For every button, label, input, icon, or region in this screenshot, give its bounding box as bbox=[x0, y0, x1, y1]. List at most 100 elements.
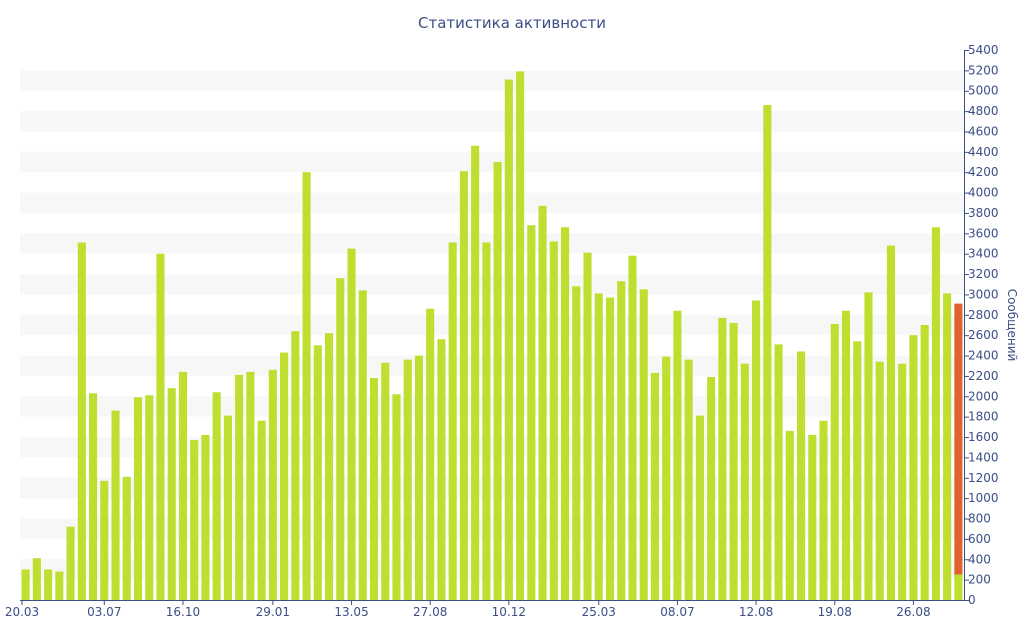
bar[interactable] bbox=[943, 293, 952, 600]
bar[interactable] bbox=[381, 362, 390, 600]
bar[interactable] bbox=[561, 227, 570, 600]
bar[interactable] bbox=[482, 242, 491, 601]
bar[interactable] bbox=[459, 171, 468, 600]
bar[interactable] bbox=[268, 369, 277, 600]
bar[interactable] bbox=[538, 205, 547, 601]
bar[interactable] bbox=[774, 344, 783, 600]
y-tick-label: 800 bbox=[968, 512, 991, 526]
bar[interactable] bbox=[246, 371, 255, 600]
grid-band bbox=[20, 111, 964, 132]
bar[interactable] bbox=[369, 377, 379, 600]
bar[interactable] bbox=[504, 79, 513, 600]
bar[interactable] bbox=[886, 245, 895, 601]
y-tick-label: 3200 bbox=[968, 267, 999, 281]
bar[interactable] bbox=[21, 569, 30, 600]
grid-band bbox=[20, 477, 964, 499]
bar[interactable] bbox=[257, 420, 266, 600]
bar[interactable] bbox=[864, 292, 873, 600]
bar[interactable] bbox=[594, 293, 603, 600]
bar[interactable] bbox=[695, 415, 704, 600]
bar[interactable] bbox=[325, 333, 334, 600]
bar[interactable] bbox=[100, 480, 109, 600]
bar[interactable] bbox=[819, 420, 828, 600]
bar[interactable] bbox=[426, 308, 435, 600]
bar[interactable] bbox=[875, 361, 884, 600]
x-tick-label: 12.08 bbox=[739, 605, 773, 619]
bar[interactable] bbox=[639, 289, 648, 600]
axes bbox=[20, 50, 965, 601]
x-tick-label: 10.12 bbox=[492, 605, 526, 619]
bar[interactable] bbox=[650, 372, 659, 600]
bar[interactable] bbox=[77, 242, 86, 601]
bar[interactable] bbox=[167, 388, 176, 600]
bar[interactable] bbox=[493, 162, 502, 600]
bar[interactable] bbox=[673, 310, 682, 600]
bar[interactable] bbox=[707, 376, 716, 600]
bar[interactable] bbox=[358, 290, 367, 600]
bar[interactable] bbox=[527, 225, 536, 600]
bar[interactable] bbox=[718, 317, 727, 600]
bar[interactable] bbox=[291, 331, 300, 600]
bar[interactable] bbox=[66, 526, 75, 600]
grid-band bbox=[20, 192, 964, 213]
bar[interactable] bbox=[684, 359, 693, 600]
bar[interactable] bbox=[898, 363, 907, 600]
bar[interactable] bbox=[549, 241, 558, 600]
bar[interactable] bbox=[122, 476, 131, 600]
y-tick-label: 1000 bbox=[968, 491, 999, 505]
bar[interactable] bbox=[763, 105, 772, 600]
bar[interactable] bbox=[729, 322, 738, 600]
bar[interactable] bbox=[302, 172, 311, 600]
bar[interactable] bbox=[752, 300, 761, 600]
bar[interactable] bbox=[178, 371, 187, 600]
bar[interactable] bbox=[55, 571, 64, 600]
bar[interactable] bbox=[392, 394, 401, 600]
bar[interactable] bbox=[448, 242, 457, 601]
bar[interactable] bbox=[235, 374, 244, 600]
bar[interactable] bbox=[414, 355, 423, 600]
bar[interactable] bbox=[572, 286, 581, 600]
x-tick-label: 29.01 bbox=[256, 605, 290, 619]
bar[interactable] bbox=[403, 359, 412, 600]
bar[interactable] bbox=[437, 339, 446, 600]
bar[interactable] bbox=[201, 435, 210, 600]
bar[interactable] bbox=[133, 397, 143, 600]
bar[interactable] bbox=[156, 253, 165, 600]
bar[interactable] bbox=[111, 410, 120, 600]
bar[interactable] bbox=[785, 430, 794, 600]
bar[interactable] bbox=[830, 323, 839, 600]
y-tick-label: 3400 bbox=[968, 247, 999, 261]
bar[interactable] bbox=[628, 255, 637, 601]
bar[interactable] bbox=[954, 574, 963, 600]
bar[interactable] bbox=[740, 363, 749, 600]
bar[interactable] bbox=[212, 392, 221, 600]
grid-band bbox=[20, 559, 964, 580]
bar[interactable] bbox=[931, 227, 940, 600]
bar[interactable] bbox=[89, 393, 98, 600]
y-tick-label: 5200 bbox=[968, 63, 999, 77]
y-tick-label: 2200 bbox=[968, 369, 999, 383]
bar[interactable] bbox=[841, 310, 851, 600]
bar[interactable] bbox=[313, 345, 322, 600]
bar[interactable] bbox=[920, 325, 929, 600]
bar[interactable] bbox=[471, 145, 480, 601]
bar[interactable] bbox=[145, 395, 154, 600]
bar[interactable] bbox=[190, 440, 199, 600]
bar[interactable] bbox=[336, 278, 345, 600]
bar[interactable] bbox=[583, 252, 592, 600]
bar[interactable] bbox=[605, 297, 615, 601]
bar[interactable] bbox=[662, 356, 671, 600]
bar-projected[interactable] bbox=[954, 303, 963, 575]
bar[interactable] bbox=[44, 569, 53, 600]
bar[interactable] bbox=[808, 435, 817, 600]
bar[interactable] bbox=[280, 352, 289, 601]
bar[interactable] bbox=[347, 248, 356, 600]
bar[interactable] bbox=[516, 71, 525, 600]
bar[interactable] bbox=[909, 335, 918, 600]
bar[interactable] bbox=[617, 281, 626, 600]
bar[interactable] bbox=[797, 351, 806, 600]
bar[interactable] bbox=[853, 341, 862, 600]
bar[interactable] bbox=[32, 558, 41, 600]
bar[interactable] bbox=[223, 415, 232, 600]
